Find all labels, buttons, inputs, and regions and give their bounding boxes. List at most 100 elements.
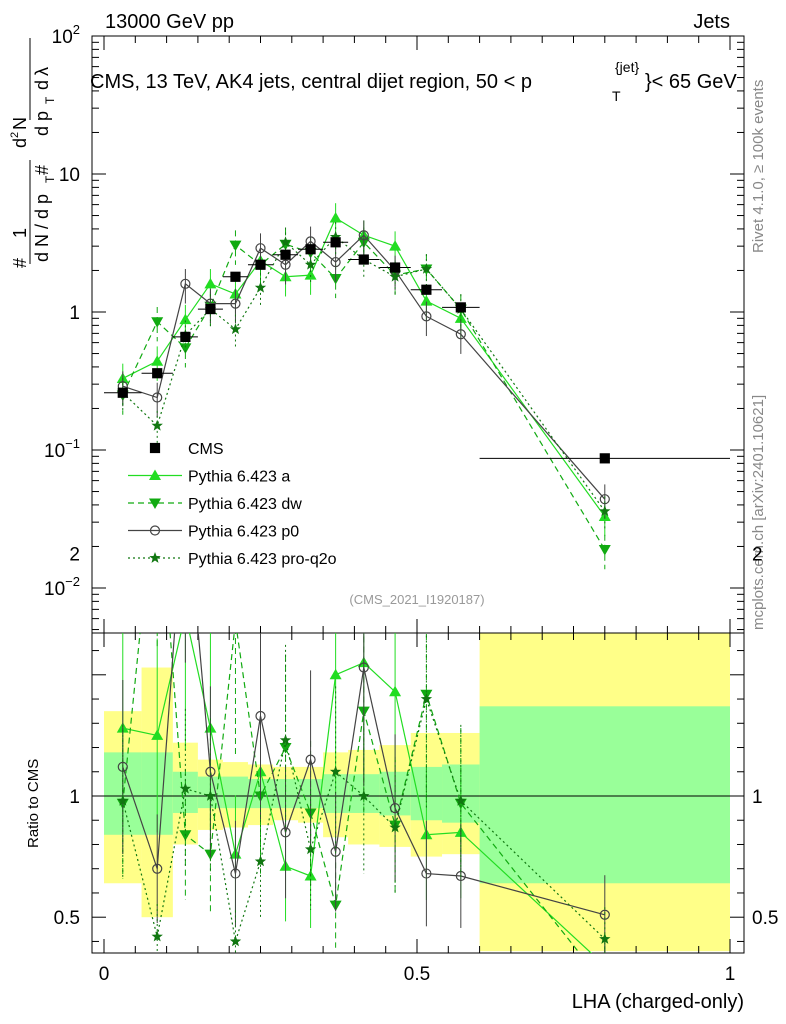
main-y-axis-label: # 1 d N / d p T # d 2 N d p T d λ [9, 38, 57, 268]
ratio-marker [117, 794, 129, 806]
series-marker [420, 295, 433, 306]
ratio-marker [420, 693, 433, 704]
ratio-marker [599, 981, 611, 992]
header-jets: Jets [693, 11, 730, 33]
series-marker [598, 545, 611, 556]
ratio-marker [279, 734, 292, 746]
series-marker [420, 263, 433, 274]
series-marker [455, 329, 466, 340]
series-line [122, 241, 606, 550]
legend-marker [149, 498, 161, 509]
cms-data-point [421, 284, 432, 295]
series-marker [304, 269, 317, 280]
ratio-line [122, 633, 605, 916]
svg-text:d: d [10, 138, 30, 148]
ratio-marker [455, 794, 467, 806]
chart-title-sup: {jet} [615, 59, 639, 75]
ratio-series-group [116, 459, 611, 992]
ratio-marker [204, 790, 217, 801]
ratio-marker [454, 798, 467, 810]
series-line [122, 236, 606, 512]
series-marker [179, 313, 192, 325]
cms-data-point [280, 249, 291, 260]
cms-data-point [117, 387, 128, 398]
y-tick-label-main: 10 [59, 165, 80, 186]
ratio-plot-frame [91, 632, 745, 954]
chart-title-main: CMS, 13 TeV, AK4 jets, central dijet reg… [90, 71, 515, 93]
ratio-marker [151, 459, 163, 470]
ratio-marker [358, 662, 369, 673]
series-marker [180, 278, 191, 289]
ratio-marker [229, 617, 241, 628]
series-marker [329, 230, 342, 242]
ratio-marker [151, 930, 163, 942]
legend-marker [149, 469, 161, 480]
series-marker [280, 259, 291, 270]
series-marker [358, 230, 369, 241]
header-energy: 13000 GeV pp [105, 11, 234, 33]
series-marker [204, 277, 217, 289]
ratio-marker [304, 843, 317, 855]
series-marker [254, 281, 267, 293]
y-tick-label-ratio-left: 0.5 [54, 908, 80, 929]
legend-label: Pythia 6.423 dw [188, 496, 302, 513]
ratio-marker [230, 868, 241, 879]
side-rivet-label: Rivet 4.1.0, ≥ 100k events [750, 80, 767, 253]
y-tick-label-ratio-right: 0.5 [752, 908, 778, 929]
ratio-marker [421, 868, 432, 879]
legend-marker [149, 525, 161, 536]
svg-text:#: # [32, 165, 52, 175]
series-marker [255, 243, 266, 254]
cms-data-point [180, 331, 191, 343]
svg-text:d N / d p: d N / d p [32, 194, 52, 262]
cms-data-point [230, 271, 241, 282]
y-tick-label-main: 10−1 [44, 436, 80, 462]
cms-data-point [455, 302, 466, 313]
band-green-bin [479, 706, 730, 884]
ratio-marker [229, 935, 242, 947]
cms-data-point [599, 453, 610, 464]
x-tick-label: 1 [725, 964, 736, 985]
ratio-marker [599, 933, 611, 944]
series-line [122, 234, 606, 500]
series-marker [421, 311, 432, 322]
axis-tick-labels: 0 0.5 1 102 10 1 10−1 10−2 0.5 0.5 1 1 2 2 [44, 22, 778, 985]
legend-label: Pythia 6.423 pro-q2o [188, 551, 337, 568]
series-marker [599, 505, 611, 517]
legend-marker [149, 442, 161, 454]
chart-title-sub: T [612, 88, 621, 104]
ratio-line [122, 633, 581, 953]
ratio-marker [329, 668, 342, 680]
x-tick-label: 0.5 [404, 964, 430, 985]
svg-text:T: T [43, 175, 57, 183]
series-marker [230, 298, 241, 309]
ratio-marker [358, 790, 370, 801]
ratio-marker [255, 710, 266, 722]
ratio-marker [254, 855, 267, 867]
main-series-group [104, 203, 730, 570]
series-marker [229, 323, 242, 335]
legend-marker [149, 552, 161, 563]
ratio-line [122, 633, 592, 953]
series-marker [304, 258, 317, 270]
y-tick-label-ratio-right: 1 [752, 787, 763, 808]
cms-data-point [205, 303, 216, 315]
legend-label: Pythia 6.423 a [188, 469, 290, 486]
y-tick-label-main: 1 [69, 303, 80, 324]
svg-text:d: d [32, 80, 52, 90]
ratio-marker [599, 960, 611, 971]
series-marker [389, 240, 402, 251]
cms-data-point [358, 254, 369, 265]
cms-data-point [389, 262, 401, 273]
legend: CMS Pythia 6.423 a Pythia 6.423 dw Pythia 6… [128, 441, 337, 568]
cms-data-point [305, 244, 316, 255]
series-marker [151, 355, 164, 366]
ratio-marker [179, 608, 191, 619]
series-marker [152, 392, 163, 403]
svg-text:d p: d p [32, 111, 52, 136]
ratio-marker [280, 827, 291, 838]
legend-label: CMS [188, 441, 224, 458]
y-tick-label-ratio-right: 2 [752, 545, 763, 566]
series-marker [329, 211, 342, 223]
